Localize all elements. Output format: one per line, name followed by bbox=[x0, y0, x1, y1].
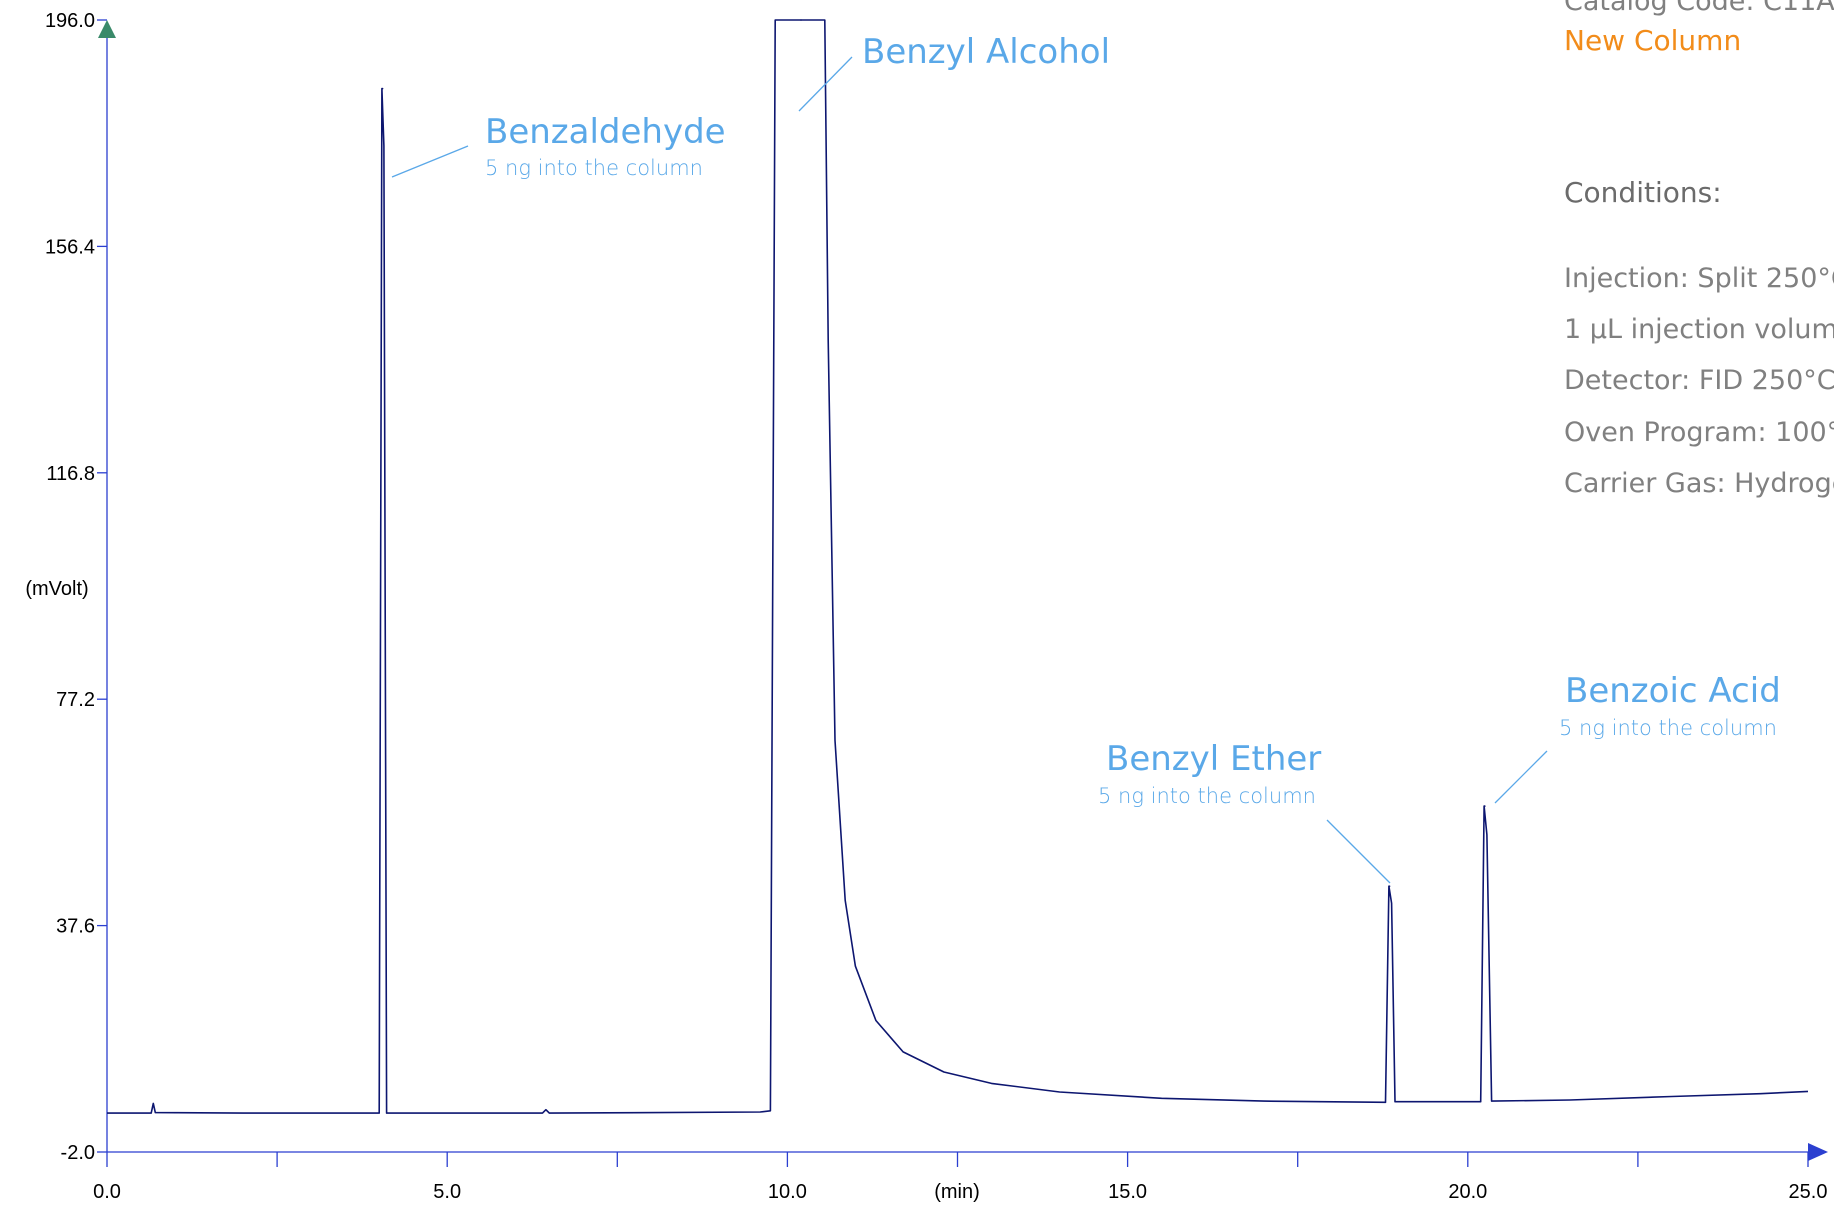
y-tick-label: 37.6 bbox=[56, 916, 95, 938]
x-tick-label: 10.0 bbox=[768, 1181, 807, 1203]
benzoic-acid-note: 5 ng into the column bbox=[1559, 716, 1777, 740]
y-tick-label: 156.4 bbox=[45, 236, 95, 258]
condition-injection: Injection: Split 250°C bbox=[1564, 263, 1834, 294]
peak-labels: Benzaldehyde 5 ng into the column Benzyl… bbox=[391, 32, 1781, 884]
y-axis-unit-label: (mVolt) bbox=[25, 578, 88, 600]
y-tick-label: 196.0 bbox=[45, 10, 95, 32]
condition-oven-program: Oven Program: 100° bbox=[1564, 417, 1834, 448]
benzoic-acid-label: Benzoic Acid bbox=[1565, 671, 1781, 711]
y-axis-arrow-icon bbox=[98, 20, 116, 38]
chart-axes: -2.0 37.6 77.2 116.8 156.4 196.0 (mVolt) 0.0 5.0… bbox=[25, 10, 1828, 1203]
benzaldehyde-label: Benzaldehyde bbox=[485, 112, 726, 152]
benzyl-ether-note: 5 ng into the column bbox=[1098, 784, 1316, 808]
catalog-code-text: Catalog Code: C11ARB bbox=[1564, 0, 1834, 17]
condition-injection-volume: 1 µL injection volume bbox=[1564, 314, 1834, 345]
column-status-text: New Column bbox=[1564, 24, 1741, 57]
benzaldehyde-note: 5 ng into the column bbox=[485, 156, 703, 180]
condition-carrier-gas: Carrier Gas: Hydrogen bbox=[1564, 468, 1834, 499]
condition-detector: Detector: FID 250°C bbox=[1564, 365, 1834, 396]
x-tick-label: 5.0 bbox=[433, 1181, 461, 1203]
peak-apex-point bbox=[1388, 885, 1391, 887]
benzyl-ether-leader-line bbox=[1326, 819, 1391, 884]
x-tick-label: 0.0 bbox=[93, 1181, 121, 1203]
benzyl-alcohol-leader-line bbox=[798, 56, 853, 112]
conditions-heading: Conditions: bbox=[1564, 176, 1722, 209]
benzyl-ether-label: Benzyl Ether bbox=[1106, 739, 1321, 779]
x-axis-unit-label: (min) bbox=[934, 1181, 980, 1203]
y-tick-label: -2.0 bbox=[61, 1142, 95, 1164]
x-tick-label: 15.0 bbox=[1108, 1181, 1147, 1203]
x-tick-label: 20.0 bbox=[1448, 1181, 1487, 1203]
peak-apex-point bbox=[800, 19, 802, 21]
info-panel: Catalog Code: C11ARB New Column Conditio… bbox=[1564, 0, 1834, 499]
benzaldehyde-leader-line bbox=[391, 145, 469, 178]
benzoic-acid-leader-line bbox=[1494, 750, 1548, 804]
y-tick-label: 116.8 bbox=[46, 463, 95, 485]
trace-layer bbox=[107, 19, 1809, 1114]
peak-apex-point bbox=[381, 87, 384, 90]
benzyl-alcohol-label: Benzyl Alcohol bbox=[862, 32, 1110, 72]
x-axis-arrow-icon bbox=[1808, 1143, 1828, 1161]
peak-apex-point bbox=[1484, 805, 1486, 807]
chromatogram-trace-line bbox=[107, 19, 1809, 1114]
x-tick-label: 25.0 bbox=[1789, 1181, 1828, 1203]
y-tick-label: 77.2 bbox=[56, 689, 95, 711]
